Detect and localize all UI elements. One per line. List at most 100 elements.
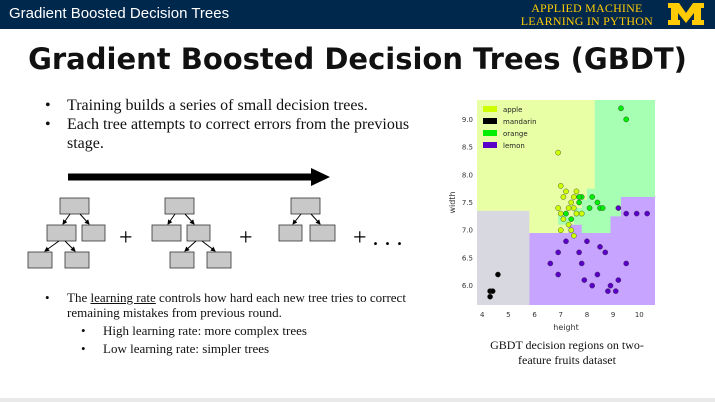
lr-prefix: The [67,290,91,305]
x-tick-label: 10 [635,311,644,319]
learning-rate-term: learning rate [90,290,156,305]
point-apple [565,205,572,211]
university-m-logo [668,3,704,25]
point-apple [573,210,580,217]
point-lemon [605,288,611,294]
point-apple [571,232,577,239]
course-module-title: Gradient Boosted Decision Trees [9,5,230,22]
axis-ticks: 4 5 6 7 8 9 10 6.0 6.5 7.0 7.5 8.0 8.5 9.0 [462,116,644,319]
point-mandarin [495,271,501,278]
point-lemon [602,249,609,256]
y-tick-label: 8.0 [462,171,473,179]
bullet-list: Training builds a series of small decisi… [45,96,435,153]
point-orange [568,216,575,222]
point-apple [563,188,569,195]
point-mandarin [487,293,493,300]
slide-title: Gradient Boosted Decision Trees (GBDT) [28,42,687,76]
legend-label-apple: apple [503,106,522,114]
point-lemon [555,249,561,256]
chart-caption: GBDT decision regions on two-feature fru… [490,338,644,367]
point-lemon [555,271,561,278]
legend-swatch-lemon [483,142,497,148]
region-orange [573,208,582,225]
point-lemon [623,210,630,217]
point-apple [560,216,567,222]
tree-sequence-diagram: + + + . . . [27,197,403,269]
point-apple [557,227,564,234]
point-apple [571,194,577,200]
point-apple [557,210,564,217]
point-orange [586,205,593,211]
point-lemon [576,249,582,256]
point-lemon [584,238,590,245]
legend-swatch-orange [483,130,497,136]
point-orange [594,199,601,206]
point-lemon [594,271,601,278]
x-axis-label: height [553,323,579,332]
region-mandarin [477,210,530,305]
point-lemon [607,282,614,289]
point-apple [557,183,564,189]
learning-rate-bullet: The learning rate controls how hard each… [45,290,425,320]
point-lemon [547,260,554,267]
x-tick-label: 8 [585,311,589,319]
point-lemon [615,277,622,283]
y-tick-label: 6.5 [462,254,473,262]
region-orange [586,188,595,233]
point-apple [555,149,561,156]
region-lemon [610,216,621,233]
y-tick-label: 9.0 [462,116,473,124]
decision-regions [477,100,655,305]
point-orange [576,194,582,200]
point-lemon [581,277,588,283]
tree-diagram-1 [27,197,106,269]
plus-ellipsis: + . . . [353,225,403,251]
y-axis-label: width [448,191,457,213]
region-orange [581,199,587,233]
point-mandarin [489,288,496,294]
region-lemon [529,232,655,305]
point-apple [560,194,567,200]
y-tick-label: 8.5 [462,144,473,152]
y-tick-label: 6.0 [462,282,473,290]
point-orange [589,194,595,200]
x-tick-label: 9 [611,311,615,319]
point-lemon [589,282,595,289]
y-tick-label: 7.5 [462,199,473,207]
x-tick-label: 6 [532,311,537,319]
sub-bullet: Low learning rate: simpler trees [45,341,425,356]
sub-bullet: High learning rate: more complex trees [45,323,425,338]
point-apple [571,205,577,211]
x-tick-label: 4 [480,311,485,319]
data-points [487,105,650,300]
point-lemon [612,288,619,294]
bottom-edge [0,398,715,402]
point-orange [623,116,630,123]
point-lemon [623,260,630,267]
gbdt-decision-region-chart: 4 5 6 7 8 9 10 6.0 6.5 7.0 7.5 8.0 8.5 9.0 apple manda… [448,100,655,332]
point-orange [576,199,582,206]
top-banner: Gradient Boosted Decision Trees APPLIED … [0,0,715,29]
point-apple [573,188,580,195]
point-orange [599,205,606,211]
legend-label-orange: orange [503,130,528,138]
plus-sign: + [239,225,253,251]
tree-diagram-2 [151,197,232,269]
brand-line-2: LEARNING IN PYTHON [520,14,653,28]
point-orange [563,210,569,217]
point-lemon [633,210,640,217]
learning-rate-notes: The learning rate controls how hard each… [45,290,425,356]
point-apple [578,210,585,217]
x-tick-label: 7 [559,311,563,319]
bullet-item: Training builds a series of small decisi… [45,96,435,115]
bullet-item: Each tree attempts to correct errors fro… [45,115,435,153]
point-apple [568,199,575,206]
point-lemon [563,238,569,245]
point-lemon [578,260,585,267]
point-apple [568,227,575,234]
legend-swatch-apple [483,106,497,112]
point-apple [565,221,572,228]
point-orange [618,105,624,112]
point-apple [555,205,561,211]
legend-label-lemon: lemon [503,142,525,150]
